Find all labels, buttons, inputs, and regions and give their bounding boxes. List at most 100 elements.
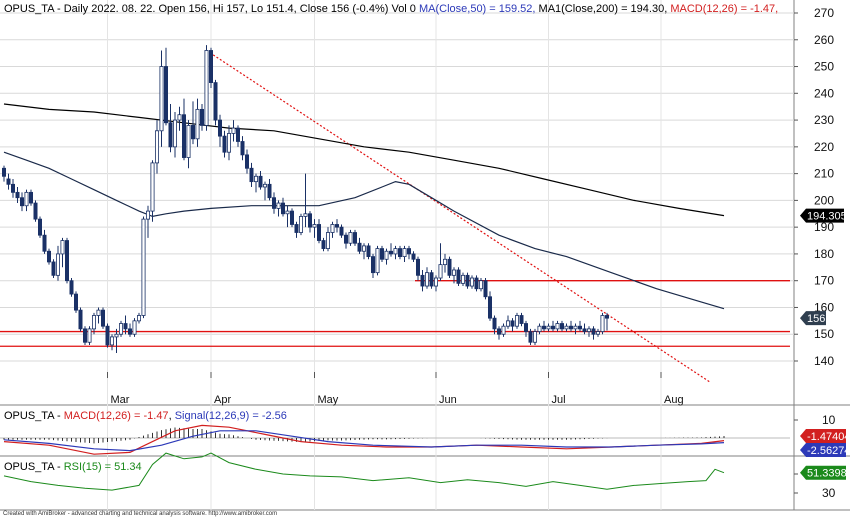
candle-body [537,325,542,332]
candle-body [433,277,438,287]
candle-body [177,114,182,121]
rsi-panel[interactable] [3,452,725,491]
header-segment: Signal(12,26,9) = -2.56 [174,410,287,422]
candle-body [397,248,402,257]
last-value-text: 156 [807,313,825,325]
macd-panel-header: OPUS_TA - MACD(12,26) = -1.47, Signal(12… [4,409,287,423]
candle-body [136,315,141,322]
header-segment: OPUS_TA - Daily 2022. 08. 22. Open 156, … [4,3,419,15]
last-value-text: -1.47404 [807,431,850,443]
candle-body [222,135,227,153]
last-value-text: -2.56274 [807,445,850,457]
header-segment: MA(Close,50) = 159.52, [418,3,539,15]
month-label: Jul [552,394,566,406]
candle-body [429,272,434,287]
footer-credit: Created with AmiBroker - advanced charti… [3,511,278,517]
candle-body [262,183,267,188]
candle-body [492,317,497,330]
last-value-tag [800,208,844,223]
candle-body [101,309,106,327]
candle-body [569,325,574,330]
price-panel[interactable] [0,45,790,383]
candle-body [114,333,119,338]
candle-body [379,248,384,260]
candle-body [168,122,173,148]
candle-body [15,191,20,199]
candle-body [375,248,380,274]
candle-body [276,202,281,209]
candle-body [438,264,443,279]
candle-body [303,213,308,217]
candle-body [474,277,479,290]
candle-body [19,197,24,207]
candle-body [312,224,317,228]
price-tick-label: 170 [814,274,834,288]
last-value-text: 51.3398 [807,468,847,480]
candle-body [199,108,204,126]
candle-body [528,331,533,343]
ma200-line [3,103,725,217]
candle-body [172,119,177,148]
candle-body [289,210,294,225]
macd-panel[interactable] [0,424,790,455]
candle-body [546,325,551,330]
candle-body [271,197,276,209]
candle-body [240,141,245,156]
candle-body [334,224,339,228]
header-segment: MACD(12,26) = -1.47 [63,410,169,422]
candle-body [105,325,110,346]
candle-body [442,258,447,266]
price-tick-label: 220 [814,140,834,154]
ma50-line [3,151,725,310]
candle-body [357,242,362,252]
price-tick-label: 230 [814,113,834,127]
last-value-tag [800,311,826,326]
gridlines [0,0,794,510]
candle-body [38,218,43,236]
candle-body [87,328,92,343]
candle-body [132,320,137,335]
last-value-tag [800,443,846,457]
candle-body [83,328,88,343]
candle-body [551,325,556,330]
candle-body [294,224,299,233]
candle-body [56,253,61,276]
candle-body [213,82,218,121]
price-tick-label: 160 [814,300,834,314]
candle-body [591,328,596,335]
month-label: Apr [214,394,231,406]
candle-body [348,232,353,244]
candle-body [555,323,560,330]
candle-body [415,258,420,276]
rsi-line [3,452,725,491]
candle-body [2,167,7,177]
header-segment: , [168,410,175,422]
price-tick-label: 140 [814,354,834,368]
candle-body [190,125,195,140]
candle-body [393,248,398,255]
price-tick-label: 270 [814,6,834,20]
price-panel-header: OPUS_TA - Daily 2022. 08. 22. Open 156, … [4,2,778,16]
candle-body [343,234,348,244]
candle-body [384,250,389,260]
candle-body [447,258,452,276]
macd-tick-label: 10 [822,413,836,427]
candle-body [582,328,587,332]
candle-body [501,325,506,335]
candle-body [600,315,605,332]
candle-body [330,224,335,233]
candle-body [460,274,465,284]
candle-body [366,245,371,257]
candle-body [60,240,65,255]
candle-body [339,226,344,236]
header-segment: MACD(12,26) = -1.47, [670,3,779,15]
price-tick-label: 240 [814,86,834,100]
last-value-label: 51.3398 [800,465,847,480]
candle-body [74,293,79,311]
candle-body [258,175,263,188]
candle-body [560,323,565,330]
candle-body [92,315,97,330]
